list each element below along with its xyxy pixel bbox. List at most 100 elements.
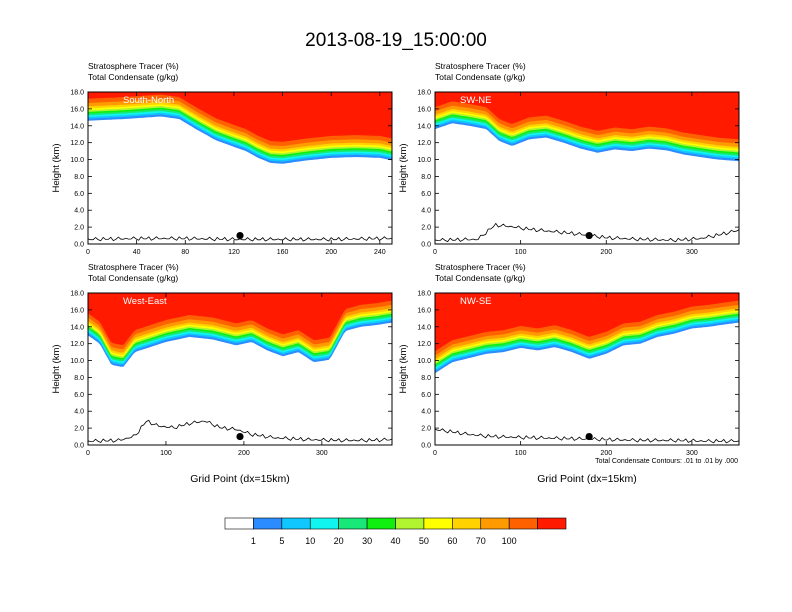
colorbar-label: 100: [502, 536, 517, 546]
y-tick-label: 2.0: [74, 426, 84, 433]
x-tick-label: 100: [160, 450, 172, 457]
colorbar-label: 1: [251, 536, 256, 546]
colorbar-swatch: [253, 517, 283, 530]
colorbar-swatch: [366, 517, 396, 530]
y-tick-label: 14.0: [70, 123, 84, 130]
panel-name: West-East: [123, 296, 167, 307]
panel-nw-se: 0.0 2.0 4.0 6.0 8.0 10.0 12.0 14.0 16.0 18.0 0 100 2…: [398, 262, 740, 485]
y-tick-label: 8.0: [74, 375, 84, 382]
y-tick-label: 2.0: [421, 426, 431, 433]
panel-name: NW-SE: [460, 296, 492, 307]
colorbar-label: 10: [305, 536, 315, 546]
position-marker: [236, 432, 244, 441]
y-tick-label: 0.0: [74, 242, 84, 249]
colorbar-swatch: [480, 517, 510, 530]
condensate-label: Total Condensate (g/kg): [435, 72, 525, 82]
tracer-band-10: [88, 293, 392, 345]
y-tick-label: 0.0: [74, 443, 84, 450]
y-tick-label: 18.0: [417, 90, 431, 97]
position-marker: [236, 231, 244, 240]
y-axis-label: Height (km): [51, 344, 62, 393]
colorbar-swatch: [452, 517, 482, 530]
y-tick-label: 6.0: [74, 191, 84, 198]
x-tick-label: 200: [238, 450, 250, 457]
condensate-label: Total Condensate (g/kg): [88, 72, 178, 82]
x-tick-label: 200: [600, 249, 612, 256]
x-tick-label: 200: [600, 450, 612, 457]
tracer-label: Stratosphere Tracer (%): [88, 61, 179, 71]
panel-name: SW-NE: [460, 95, 492, 106]
plot-frame: [434, 91, 740, 245]
y-tick-label: 12.0: [417, 341, 431, 348]
x-tick-label: 120: [228, 249, 240, 256]
y-axis-label: Height (km): [398, 143, 409, 192]
y-tick-label: 16.0: [70, 106, 84, 113]
position-marker: [585, 432, 593, 441]
x-tick-label: 300: [316, 450, 328, 457]
panel-name: South-North: [123, 95, 174, 106]
x-tick-label: 80: [181, 249, 189, 256]
colorbar-swatch: [423, 517, 453, 530]
y-tick-label: 16.0: [70, 307, 84, 314]
plot-area: [88, 92, 392, 244]
colorbar-swatch: [224, 517, 254, 530]
colorbar-swatch: [395, 517, 425, 530]
y-tick-label: 4.0: [421, 208, 431, 215]
y-tick-label: 14.0: [70, 324, 84, 331]
colorbar-swatch: [338, 517, 368, 530]
plot-frame: [87, 91, 393, 245]
y-tick-label: 6.0: [421, 191, 431, 198]
y-tick-label: 10.0: [70, 157, 84, 164]
colorbar-swatch: [508, 517, 538, 530]
plot-frame: [434, 292, 740, 446]
y-tick-label: 10.0: [417, 358, 431, 365]
y-tick-label: 12.0: [70, 341, 84, 348]
position-marker: [585, 231, 593, 240]
y-tick-label: 0.0: [421, 443, 431, 450]
y-tick-label: 4.0: [74, 409, 84, 416]
y-tick-label: 8.0: [74, 174, 84, 181]
y-tick-label: 6.0: [421, 392, 431, 399]
x-axis-label: Grid Point (dx=15km): [537, 473, 637, 485]
tracer-band-10: [435, 293, 739, 352]
y-tick-label: 18.0: [70, 291, 84, 298]
x-tick-label: 0: [433, 249, 437, 256]
x-tick-label: 100: [515, 249, 527, 256]
colorbar-label: 5: [279, 536, 284, 546]
colorbar-label: 20: [334, 536, 344, 546]
colorbar-label: 40: [390, 536, 400, 546]
y-tick-label: 10.0: [70, 358, 84, 365]
condensate-label: Total Condensate (g/kg): [435, 273, 525, 283]
panels-layer: 0.0 2.0 4.0 6.0 8.0 10.0 12.0 14.0 16.0 18.0 0 40 80…: [51, 61, 740, 485]
y-tick-label: 2.0: [421, 225, 431, 232]
tracer-label: Stratosphere Tracer (%): [435, 262, 526, 272]
y-axis-label: Height (km): [398, 344, 409, 393]
figure-title: 2013-08-19_15:00:00: [305, 30, 487, 51]
y-tick-label: 4.0: [74, 208, 84, 215]
y-tick-label: 6.0: [74, 392, 84, 399]
panel-south-north: 0.0 2.0 4.0 6.0 8.0 10.0 12.0 14.0 16.0 18.0 0 40 80…: [51, 61, 393, 256]
x-tick-label: 160: [277, 249, 289, 256]
y-tick-label: 10.0: [417, 157, 431, 164]
x-tick-label: 0: [86, 450, 90, 457]
y-tick-label: 8.0: [421, 375, 431, 382]
contour-note: Total Condensate Contours: .01 to .01 by…: [595, 458, 738, 465]
y-tick-label: 4.0: [421, 409, 431, 416]
x-tick-label: 300: [686, 450, 698, 457]
colorbar-swatch: [309, 517, 339, 530]
x-tick-label: 200: [325, 249, 337, 256]
tracer-band-10: [88, 92, 392, 142]
colorbar-swatch: [281, 517, 311, 530]
y-tick-label: 8.0: [421, 174, 431, 181]
x-tick-label: 100: [515, 450, 527, 457]
y-tick-label: 16.0: [417, 307, 431, 314]
y-axis-label: Height (km): [51, 143, 62, 192]
x-tick-label: 40: [133, 249, 141, 256]
y-tick-label: 18.0: [417, 291, 431, 298]
tracer-label: Stratosphere Tracer (%): [435, 61, 526, 71]
plot-area: [88, 293, 392, 445]
y-tick-label: 2.0: [74, 225, 84, 232]
plot-frame: [87, 292, 393, 446]
condensate-label: Total Condensate (g/kg): [88, 273, 178, 283]
